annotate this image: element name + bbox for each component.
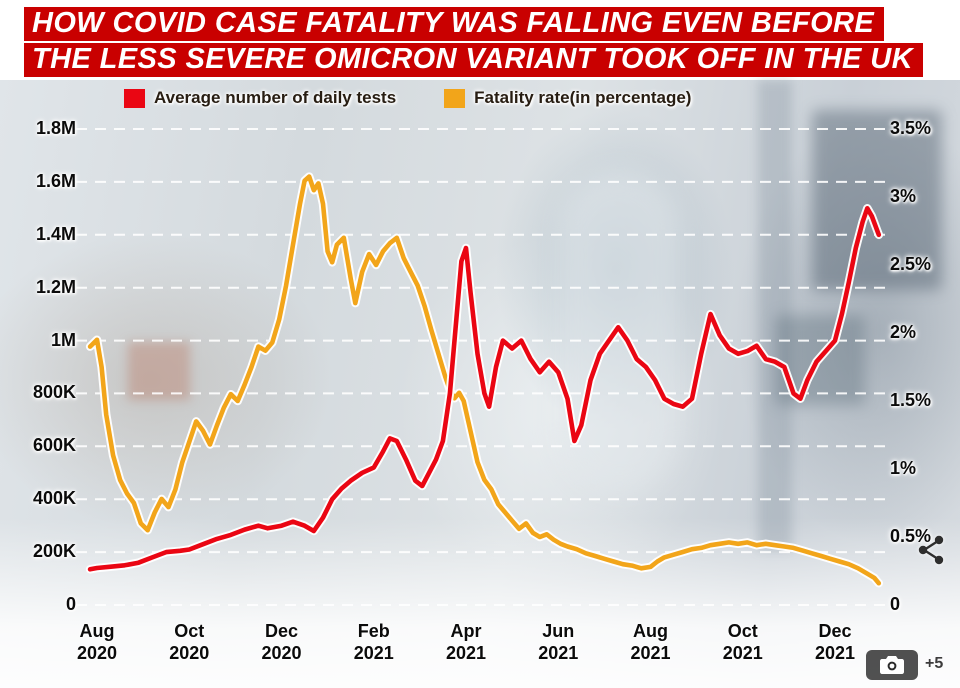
y-axis-right-tick: 2% — [890, 322, 917, 342]
camera-icon — [880, 656, 904, 674]
gridlines — [76, 128, 886, 606]
gallery-more-count[interactable]: +5 — [925, 655, 944, 672]
share-icon[interactable] — [916, 534, 946, 566]
x-axis-tick: Aug 2020 — [76, 621, 118, 663]
headline-banner: HOW COVID CASE FATALITY WAS FALLING EVEN… — [24, 7, 923, 79]
y-axis-right-tick: 1.5% — [890, 390, 932, 410]
y-axis-left-tick: 1.2M — [35, 276, 76, 297]
headline-line-1: HOW COVID CASE FATALITY WAS FALLING EVEN… — [24, 7, 885, 41]
y-axis-right-tick: 0.5% — [890, 526, 932, 546]
y-axis-left-tick: 400K — [32, 488, 76, 509]
dual-axis-line-chart — [76, 128, 886, 606]
legend-label-fatality-rate: Fatality rate(in percentage) — [474, 88, 692, 107]
photo-shape — [758, 80, 792, 550]
y-axis-right-tick: 3% — [890, 186, 917, 206]
y-axis-right-tick: 3.5% — [890, 118, 932, 138]
legend-item-fatality-rate: Fatality rate(in percentage) — [444, 88, 691, 108]
y-axis-left-tick: 1.8M — [35, 118, 76, 138]
camera-gallery-button[interactable] — [866, 650, 918, 680]
series-fatality-rate — [87, 174, 882, 586]
x-axis-tick: Dec 2020 — [261, 621, 302, 663]
y-axis-left-tick: 0 — [65, 594, 76, 614]
y-axis-right-tick: 1% — [890, 458, 917, 478]
series-daily-tests — [87, 206, 882, 572]
x-axis-tick: Oct 2021 — [722, 621, 763, 663]
x-axis-tick: Dec 2021 — [814, 621, 856, 663]
x-axis-tick: Feb 2021 — [353, 621, 394, 663]
y-axis-left-tick: 600K — [32, 435, 76, 456]
legend-item-daily-tests: Average number of daily tests — [124, 88, 396, 108]
headline-line-2: THE LESS SEVERE OMICRON VARIANT TOOK OFF… — [24, 43, 923, 77]
x-axis-tick: Jun 2021 — [538, 621, 579, 663]
x-axis-tick: Oct 2020 — [169, 621, 210, 663]
y-axis-left-tick: 1.6M — [35, 170, 76, 191]
x-axis-tick: Aug 2021 — [630, 621, 671, 663]
photo-shape — [128, 342, 190, 400]
legend-swatch-orange — [444, 88, 466, 108]
legend-swatch-red — [124, 88, 145, 108]
y-axis-right-tick: 0 — [890, 594, 901, 614]
y-axis-right-tick: 2.5% — [890, 254, 932, 274]
legend-label-daily-tests: Average number of daily tests — [154, 88, 397, 107]
y-axis-left-tick: 1.4M — [35, 223, 76, 244]
y-axis-left-tick: 1M — [50, 329, 76, 350]
x-axis-tick: Apr 2021 — [445, 621, 487, 663]
photo-shape — [812, 110, 942, 290]
y-axis-left-tick: 800K — [32, 382, 76, 403]
chart-legend: Average number of daily tests Fatality r… — [124, 88, 691, 108]
y-axis-left-tick: 200K — [32, 541, 76, 562]
